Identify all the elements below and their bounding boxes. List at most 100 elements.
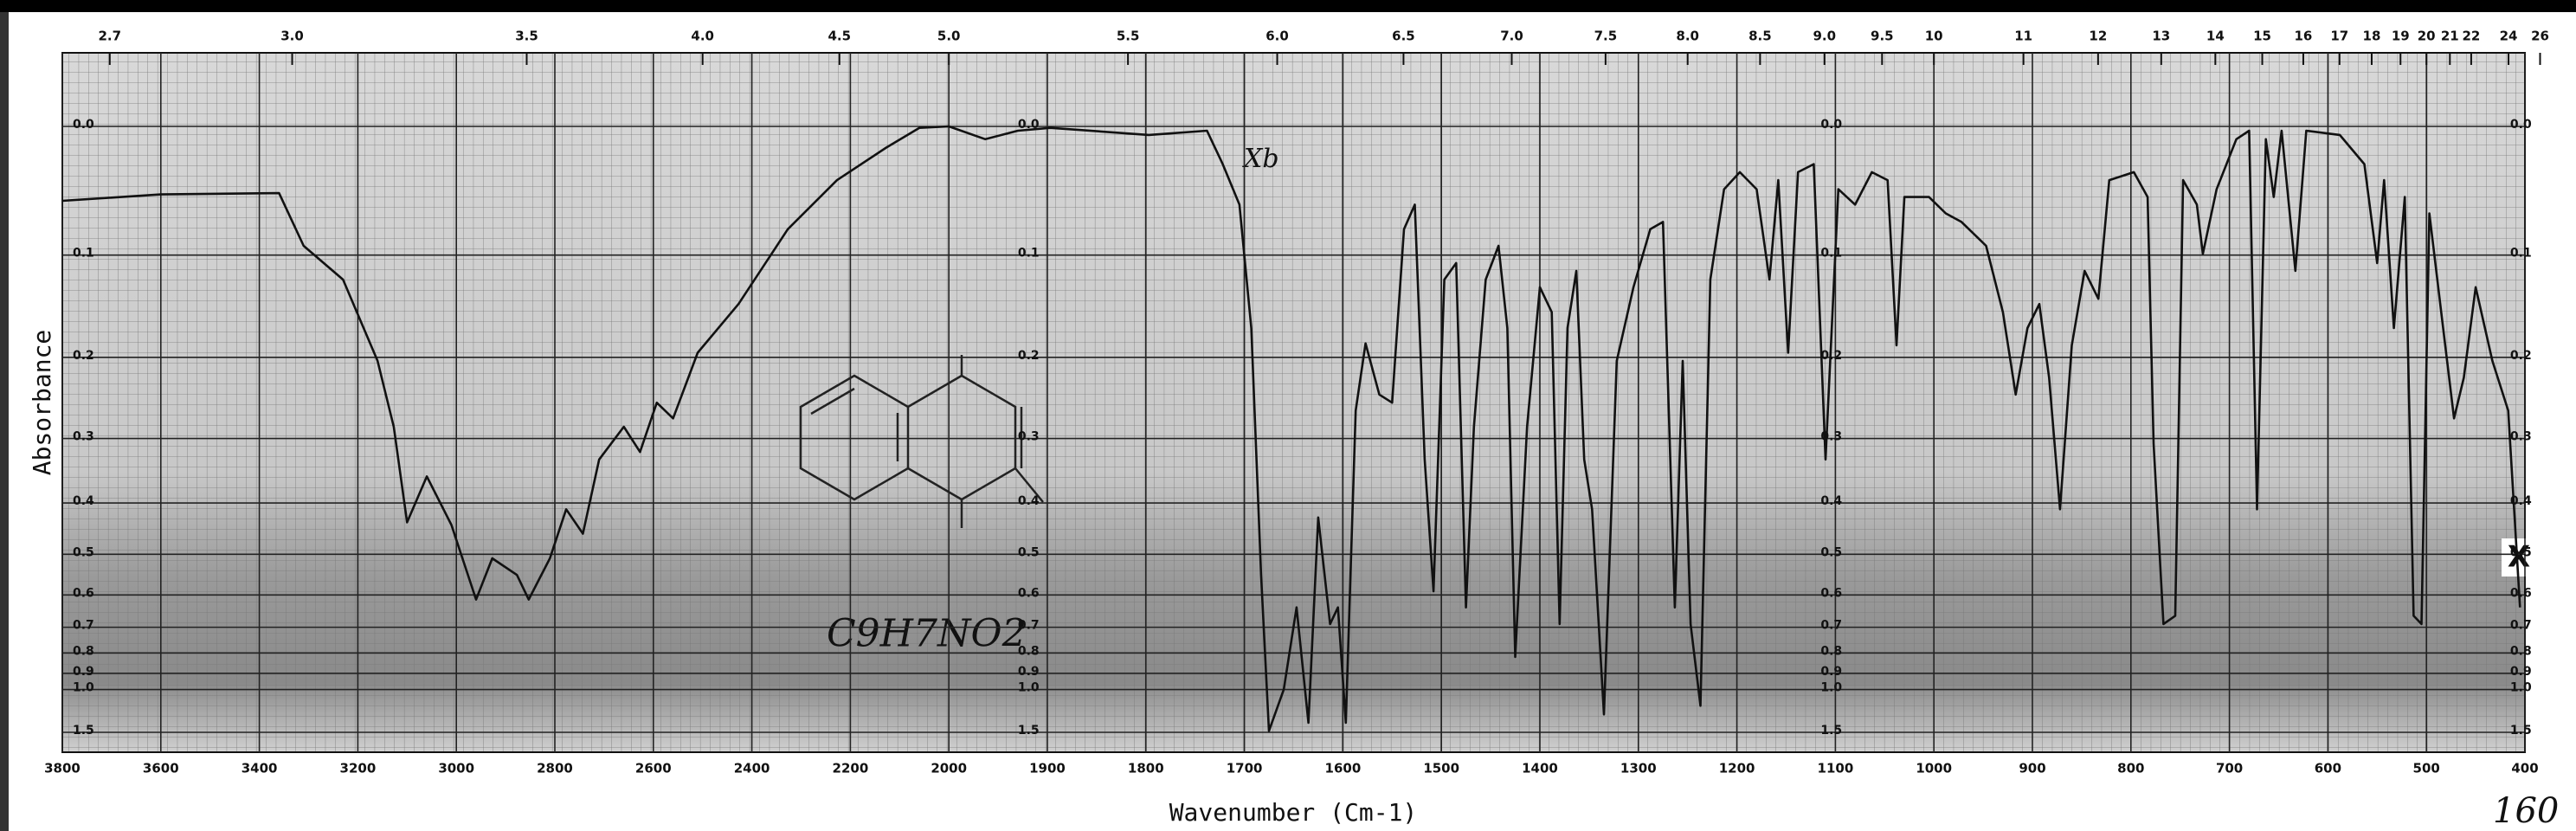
y-tick-label: 1.0 <box>73 681 94 695</box>
top-tick-label: 9.0 <box>1813 29 1836 44</box>
y-tick-label: 0.5 <box>2510 545 2532 559</box>
top-tick-label: 14 <box>2206 29 2225 44</box>
y-tick-label: 0.2 <box>1018 349 1040 363</box>
top-tick-label: 11 <box>2014 29 2032 44</box>
y-tick-label: 1.5 <box>2510 724 2532 738</box>
y-tick-label: 0.1 <box>73 247 94 261</box>
y-tick-label: 0.7 <box>1018 619 1040 633</box>
top-tick-label: 10 <box>1925 29 1943 44</box>
x-axis-title: Wavenumber (Cm-1) <box>1169 798 1418 827</box>
top-tick-label: 13 <box>2152 29 2170 44</box>
y-tick-label: 0.5 <box>73 545 94 559</box>
y-tick-label: 0.2 <box>73 349 94 363</box>
y-axis-title: Absorbance <box>28 330 56 476</box>
y-tick-label: 0.6 <box>1820 586 1842 600</box>
y-tick-label: 0.8 <box>73 644 94 658</box>
top-tick-label: 19 <box>2392 29 2410 44</box>
y-tick-label: 1.0 <box>1018 681 1040 695</box>
y-tick-label: 0.9 <box>73 665 94 679</box>
y-tick-label: 0.1 <box>1018 247 1040 261</box>
y-tick-label: 0.4 <box>73 494 94 508</box>
x-tick-label: 2800 <box>537 761 573 776</box>
x-tick-label: 800 <box>2117 761 2144 776</box>
y-tick-label: 0.2 <box>2510 349 2532 363</box>
y-tick-label: 0.3 <box>2510 430 2532 444</box>
scan-band <box>0 0 2576 12</box>
top-tick-label: 21 <box>2441 29 2459 44</box>
y-tick-label: 0.4 <box>2510 494 2532 508</box>
y-tick-label: 1.5 <box>1820 724 1842 738</box>
y-tick-label: 0.3 <box>1018 430 1040 444</box>
y-tick-label: 0.0 <box>2510 118 2532 132</box>
x-tick-label: 2400 <box>734 761 770 776</box>
x-tick-label: 600 <box>2315 761 2341 776</box>
top-tick-label: 12 <box>2089 29 2107 44</box>
y-tick-label: 1.5 <box>1018 724 1040 738</box>
y-tick-label: 0.4 <box>1018 494 1040 508</box>
x-tick-label: 2200 <box>833 761 869 776</box>
x-tick-label: 3800 <box>44 761 80 776</box>
y-tick-label: 0.0 <box>73 118 94 132</box>
y-tick-label: 0.7 <box>1820 619 1842 633</box>
y-tick-label: 0.9 <box>1820 665 1842 679</box>
top-tick-label: 6.5 <box>1392 29 1415 44</box>
y-tick-label: 0.6 <box>2510 586 2532 600</box>
x-tick-label: 3400 <box>242 761 278 776</box>
structure <box>799 355 1044 528</box>
top-tick-label: 8.5 <box>1748 29 1772 44</box>
y-tick-label: 0.9 <box>2510 665 2532 679</box>
x-tick-label: 3600 <box>143 761 179 776</box>
x-tick-label: 1700 <box>1227 761 1263 776</box>
formula: C9H7NO2 <box>827 612 1027 656</box>
y-tick-label: 0.8 <box>2510 644 2532 658</box>
y-tick-label: 0.3 <box>73 430 94 444</box>
y-tick-label: 0.7 <box>2510 619 2532 633</box>
y-tick-label: 1.0 <box>2510 681 2532 695</box>
top-tick-label: 18 <box>2363 29 2381 44</box>
y-tick-label: 0.8 <box>1820 644 1842 658</box>
top-tick-label: 2.7 <box>99 29 122 44</box>
x-tick-label: 3000 <box>438 761 474 776</box>
x-tick-label: 1000 <box>1916 761 1952 776</box>
top-tick-label: 17 <box>2330 29 2348 44</box>
top-tick-label: 26 <box>2531 29 2549 44</box>
x-tick-label: 3200 <box>340 761 377 776</box>
x-tick-label: 1500 <box>1423 761 1459 776</box>
top-tick-label: 4.5 <box>828 29 851 44</box>
x-tick-label: 1200 <box>1719 761 1755 776</box>
top-tick-label: 3.5 <box>515 29 538 44</box>
y-tick-label: 0.0 <box>1820 118 1842 132</box>
top-tick-label: 5.5 <box>1117 29 1140 44</box>
top-tick-label: 4.0 <box>691 29 714 44</box>
y-tick-label: 0.5 <box>1820 545 1842 559</box>
top-tick-label: 24 <box>2500 29 2518 44</box>
y-tick-label: 1.0 <box>1820 681 1842 695</box>
top-tick-label: 15 <box>2253 29 2271 44</box>
top-tick-label: 7.0 <box>1500 29 1523 44</box>
top-tick-label: 6.0 <box>1265 29 1289 44</box>
y-tick-label: 0.1 <box>1820 247 1842 261</box>
y-tick-label: 0.1 <box>2510 247 2532 261</box>
x-tick-label: 400 <box>2511 761 2538 776</box>
y-tick-label: 0.0 <box>1018 118 1040 132</box>
minor-grid <box>62 53 2525 752</box>
top-tick-label: 16 <box>2295 29 2313 44</box>
scan-edge <box>0 12 9 831</box>
top-tick-label: 5.0 <box>937 29 961 44</box>
x-tick-label: 1100 <box>1818 761 1854 776</box>
y-tick-label: 0.5 <box>1018 545 1040 559</box>
y-tick-label: 0.7 <box>73 619 94 633</box>
top-tick-label: 20 <box>2418 29 2436 44</box>
x-tick-label: 700 <box>2216 761 2243 776</box>
top-tick-label: 9.5 <box>1871 29 1894 44</box>
x-tick-label: 1600 <box>1325 761 1362 776</box>
y-tick-label: 0.9 <box>1018 665 1040 679</box>
y-tick-label: 1.5 <box>73 724 94 738</box>
spectrum-line <box>61 125 2521 732</box>
y-tick-label: 0.6 <box>73 586 94 600</box>
x-tick-label: 1400 <box>1522 761 1558 776</box>
x-tick-label: 900 <box>2019 761 2045 776</box>
x-tick-label: 1800 <box>1128 761 1164 776</box>
top-tick-label: 22 <box>2462 29 2480 44</box>
